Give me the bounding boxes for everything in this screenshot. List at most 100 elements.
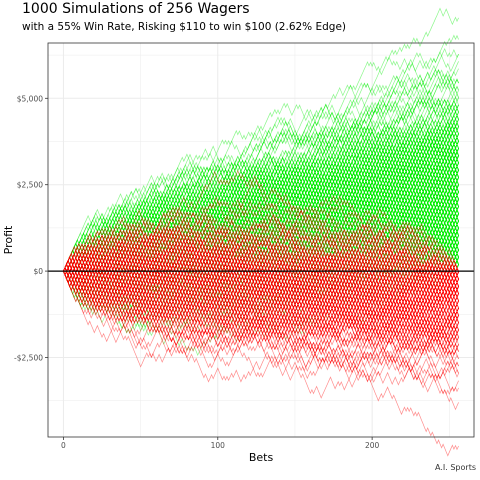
simulation-path-profit bbox=[63, 155, 459, 279]
simulation-path-profit bbox=[63, 220, 459, 294]
simulation-path-profit bbox=[63, 78, 459, 272]
chart-caption: A.I. Sports bbox=[435, 463, 476, 472]
simulation-path-profit bbox=[63, 74, 459, 277]
simulation-path-profit bbox=[63, 154, 459, 281]
simulation-path-profit bbox=[63, 208, 459, 299]
simulation-path-profit bbox=[63, 178, 459, 272]
simulation-path-profit bbox=[63, 187, 459, 293]
simulation-path-profit bbox=[63, 198, 459, 272]
simulation-path-profit bbox=[63, 216, 459, 310]
simulation-path-profit bbox=[63, 166, 459, 282]
simulation-path-profit bbox=[63, 193, 459, 285]
simulation-path-profit bbox=[63, 138, 459, 290]
simulation-path-profit bbox=[63, 213, 459, 280]
simulation-path-profit bbox=[63, 238, 459, 283]
simulation-path-profit bbox=[63, 170, 459, 287]
simulation-path-profit bbox=[63, 150, 459, 276]
simulation-path-profit bbox=[63, 131, 459, 274]
simulation-path-profit bbox=[63, 200, 459, 281]
simulation-path-profit bbox=[63, 124, 459, 281]
simulation-path-profit bbox=[63, 180, 459, 330]
simulation-path-profit bbox=[63, 187, 459, 305]
simulation-path-profit bbox=[63, 136, 459, 283]
grid-lines bbox=[48, 43, 474, 437]
simulation-path-profit bbox=[63, 208, 459, 322]
y-axis-title: Profit bbox=[2, 225, 15, 254]
simulation-path-profit bbox=[63, 233, 459, 298]
simulation-path-profit bbox=[63, 186, 459, 282]
simulation-path-profit bbox=[63, 163, 459, 273]
simulation-path-profit bbox=[63, 210, 459, 296]
simulation-path-profit bbox=[63, 186, 459, 277]
simulation-path-profit bbox=[63, 250, 459, 338]
simulation-path-profit bbox=[63, 149, 459, 277]
simulation-path-profit bbox=[63, 213, 459, 305]
simulation-path-profit bbox=[63, 159, 459, 272]
simulation-path-profit bbox=[63, 198, 459, 298]
simulation-path-profit bbox=[63, 204, 459, 273]
simulation-path-profit bbox=[63, 205, 459, 288]
simulation-path-profit bbox=[63, 214, 459, 312]
simulation-path-profit bbox=[63, 232, 459, 318]
simulation-path-profit bbox=[63, 193, 459, 303]
simulation-path-profit bbox=[63, 205, 459, 276]
simulation-path-profit bbox=[63, 203, 459, 297]
simulation-path-profit bbox=[63, 210, 459, 316]
simulation-path-profit bbox=[63, 120, 459, 291]
simulation-path-profit bbox=[63, 218, 459, 308]
simulation-path-profit bbox=[63, 137, 459, 281]
simulation-path-profit bbox=[63, 140, 459, 288]
y-axis-tick-label: $0 bbox=[33, 267, 43, 276]
simulation-path-profit bbox=[63, 187, 459, 293]
simulation-path-profit bbox=[63, 242, 459, 336]
simulation-path-profit bbox=[63, 171, 459, 272]
chart-subtitle: with a 55% Win Rate, Risking $110 to win… bbox=[22, 21, 347, 33]
simulation-path-profit bbox=[63, 143, 459, 276]
simulation-path-profit bbox=[63, 164, 459, 288]
simulation-path-profit bbox=[63, 149, 459, 273]
simulation-path-profit bbox=[63, 162, 459, 281]
simulation-path-profit bbox=[63, 224, 459, 311]
simulation-path-profit bbox=[63, 226, 459, 291]
simulation-path-profit bbox=[63, 172, 459, 279]
simulation-path-profit bbox=[63, 215, 459, 301]
simulation-path-profit bbox=[63, 141, 459, 285]
simulation-path-profit bbox=[63, 104, 459, 272]
simulation-path-profit bbox=[63, 184, 459, 286]
simulation-path-profit bbox=[63, 163, 459, 310]
simulation-path-profit bbox=[63, 144, 459, 277]
simulation-path-loss bbox=[63, 236, 459, 301]
simulation-path-profit bbox=[63, 228, 459, 323]
simulation-path-profit bbox=[63, 209, 459, 288]
simulation-path-profit bbox=[63, 192, 459, 277]
simulation-path-profit bbox=[63, 146, 459, 280]
simulation-path-profit bbox=[63, 189, 459, 276]
simulation-path-profit bbox=[63, 160, 459, 278]
simulation-path-profit bbox=[63, 237, 459, 332]
x-axis-title: Bets bbox=[249, 451, 274, 464]
simulation-path-profit bbox=[63, 168, 459, 286]
simulation-path-profit bbox=[63, 204, 459, 306]
simulation-path-profit bbox=[63, 192, 459, 272]
simulation-path-profit bbox=[63, 214, 459, 277]
simulation-path-profit bbox=[63, 228, 459, 315]
simulation-path-profit bbox=[63, 226, 459, 321]
simulation-path-profit bbox=[63, 185, 459, 310]
simulation-path-profit bbox=[63, 181, 459, 299]
simulation-path-profit bbox=[63, 135, 459, 277]
simulation-path-profit bbox=[63, 175, 459, 281]
simulation-path-profit bbox=[63, 139, 459, 288]
x-axis-tick-label: 0 bbox=[61, 441, 66, 450]
simulation-path-profit bbox=[63, 194, 459, 338]
simulation-path-profit bbox=[63, 210, 459, 279]
simulation-path-profit bbox=[63, 238, 459, 298]
simulation-path-profit bbox=[63, 144, 459, 281]
simulation-path-profit bbox=[63, 184, 459, 279]
simulation-path-profit bbox=[63, 106, 459, 278]
simulation-path-profit bbox=[63, 169, 459, 277]
simulation-path-profit bbox=[63, 68, 459, 272]
simulation-path-profit bbox=[63, 84, 459, 272]
simulation-path-profit bbox=[63, 111, 459, 280]
simulation-path-profit bbox=[63, 161, 459, 281]
simulation-path-profit bbox=[63, 157, 459, 278]
